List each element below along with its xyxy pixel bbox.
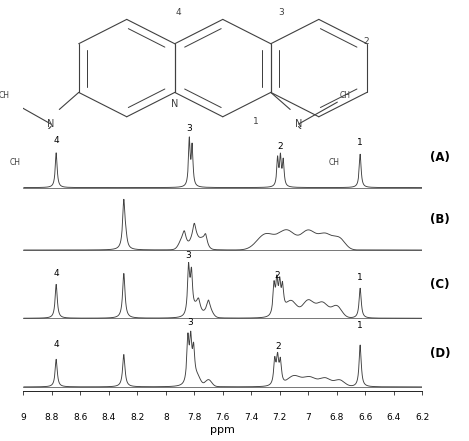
Text: 4: 4	[53, 136, 59, 145]
Text: 1: 1	[253, 117, 259, 126]
Text: (A): (A)	[430, 151, 450, 164]
Text: CH: CH	[9, 158, 21, 167]
X-axis label: ppm: ppm	[210, 425, 235, 435]
Text: CH: CH	[329, 158, 340, 167]
Text: 1: 1	[357, 321, 363, 330]
Text: 3: 3	[186, 250, 191, 260]
Text: 1: 1	[357, 273, 363, 282]
Text: 1: 1	[357, 138, 363, 147]
Text: 4: 4	[53, 340, 59, 349]
Text: (D): (D)	[430, 347, 451, 360]
Text: 2: 2	[363, 37, 369, 46]
Text: CH: CH	[340, 91, 351, 100]
Text: 3: 3	[187, 124, 192, 133]
Text: 2: 2	[274, 271, 280, 280]
Text: N: N	[295, 119, 302, 129]
Text: 4: 4	[53, 269, 59, 278]
Text: (B): (B)	[430, 213, 450, 226]
Text: CH: CH	[0, 91, 9, 100]
Text: (C): (C)	[430, 278, 450, 292]
Text: N: N	[171, 99, 178, 108]
Text: 2: 2	[275, 342, 281, 351]
Text: 3: 3	[187, 318, 193, 327]
Text: 2: 2	[278, 142, 283, 151]
Text: 3: 3	[278, 8, 284, 17]
Text: 4: 4	[175, 8, 181, 17]
Text: N: N	[47, 119, 55, 129]
